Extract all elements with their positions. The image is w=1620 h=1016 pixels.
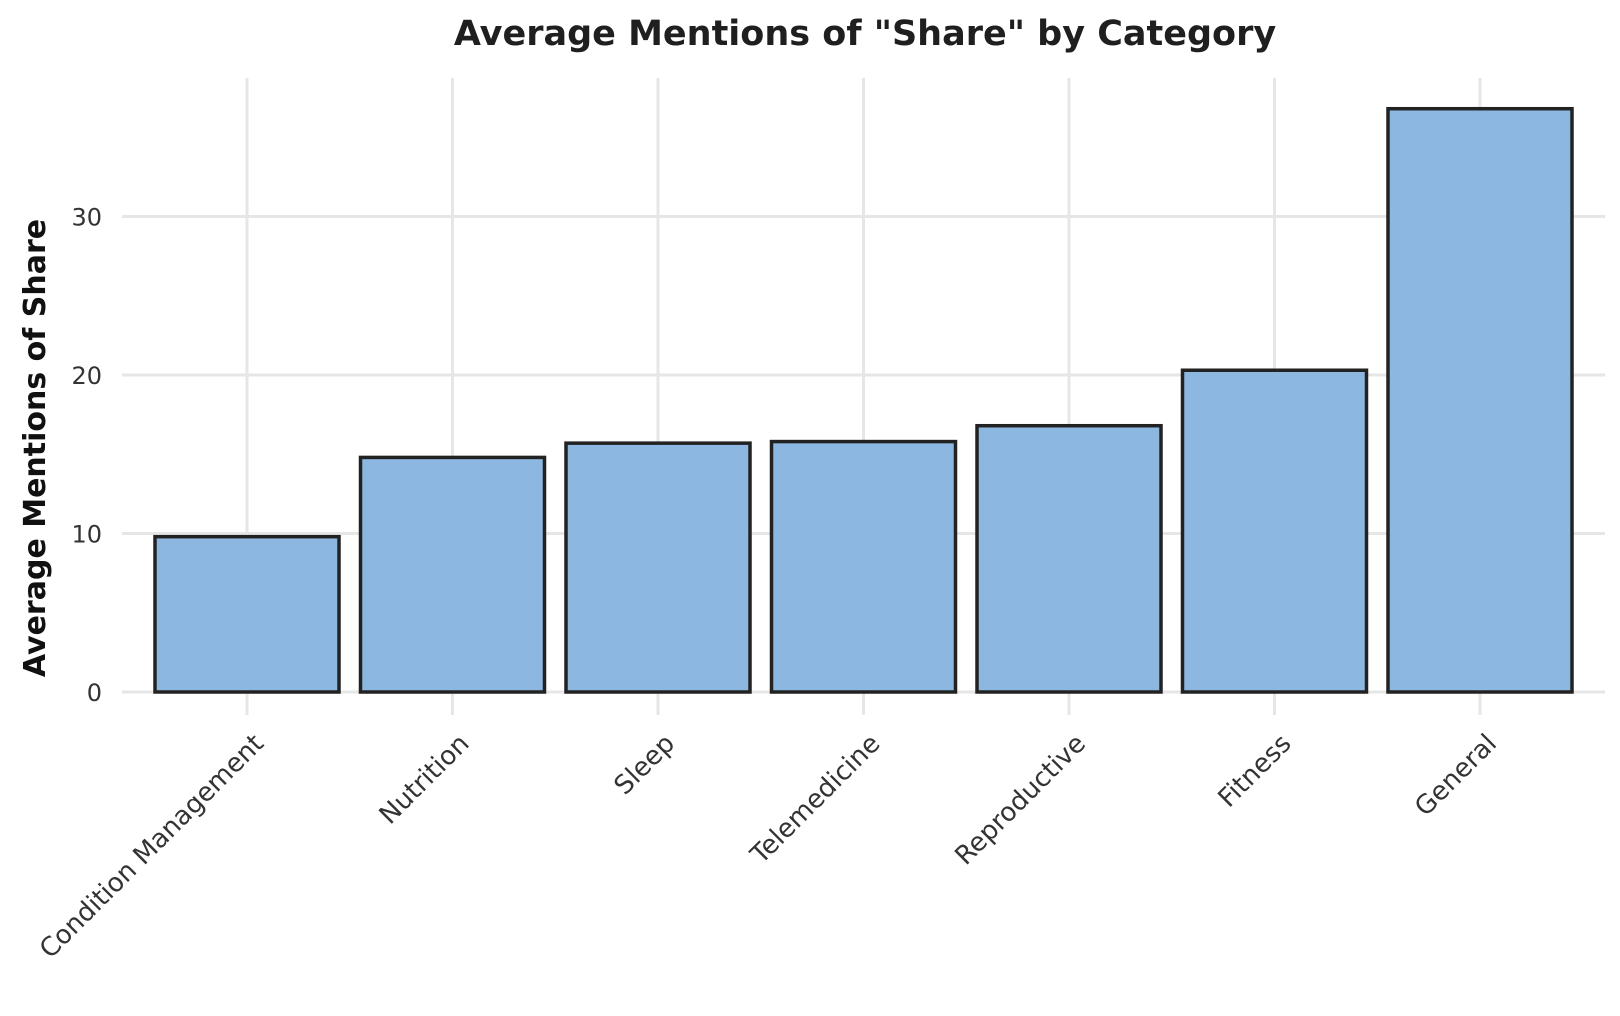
x-tick-label: Fitness bbox=[1213, 729, 1298, 814]
x-tick-label: Telemedicine bbox=[745, 729, 887, 871]
bar-general bbox=[1386, 106, 1574, 694]
x-tick-label: Reproductive bbox=[949, 729, 1091, 871]
y-tick-label: 0 bbox=[87, 679, 102, 707]
bar-reproductive bbox=[975, 423, 1163, 694]
chart-title: Average Mentions of "Share" by Category bbox=[453, 14, 1277, 54]
y-tick-label: 20 bbox=[71, 362, 102, 390]
bar-condition-management bbox=[153, 534, 341, 694]
bars bbox=[153, 106, 1574, 694]
bar-telemedicine bbox=[769, 439, 958, 694]
bar-fitness bbox=[1180, 368, 1369, 694]
x-tick-label: Sleep bbox=[609, 729, 681, 801]
x-axis-ticks: Condition Management Nutrition Sleep Teleme… bbox=[34, 729, 1503, 965]
y-tick-label: 10 bbox=[71, 521, 102, 549]
x-tick-label: General bbox=[1409, 729, 1503, 823]
bar-sleep bbox=[564, 441, 752, 694]
bar-nutrition bbox=[358, 455, 547, 694]
y-axis-label: Average Mentions of Share bbox=[18, 219, 53, 677]
y-axis-ticks: 0 10 20 30 bbox=[71, 204, 102, 708]
x-tick-label: Nutrition bbox=[374, 729, 476, 831]
x-tick-label: Condition Management bbox=[34, 729, 270, 965]
y-tick-label: 30 bbox=[71, 204, 102, 232]
